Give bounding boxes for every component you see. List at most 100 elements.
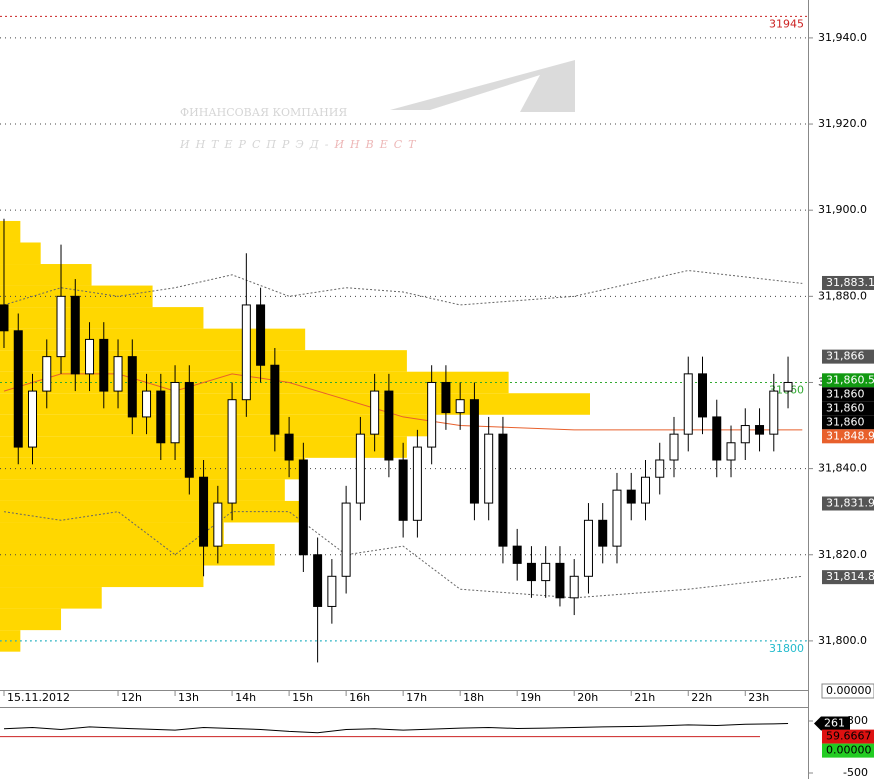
candle-body <box>70 295 80 375</box>
candle-body <box>655 459 665 478</box>
candle-body <box>498 433 508 547</box>
watermark-name-red: ИНВЕСТ <box>333 138 421 151</box>
indicator-line <box>3 269 803 306</box>
candle-body <box>13 330 23 448</box>
indicator-level-label: 59.6667 <box>826 730 872 743</box>
level-label: 31800 <box>769 642 804 655</box>
price-tag-label: 31,860 <box>826 415 865 428</box>
x-tick-label: 15.11.2012 <box>7 691 70 704</box>
x-tick-label: 16h <box>349 691 370 704</box>
volume-profile-bar <box>0 522 224 544</box>
candle-body <box>170 381 180 444</box>
candle-body <box>612 489 622 547</box>
candle-body <box>384 390 394 461</box>
indicator-last-label: 261 <box>824 717 845 730</box>
y-tick-label: 31,840.0 <box>818 462 867 475</box>
volume-profile-bar <box>0 587 102 609</box>
candle-body <box>769 390 779 435</box>
watermark: ФИНАНСОВАЯ КОМПАНИЯ ИНТЕРСПРЭД-ИНВЕСТ <box>179 60 575 151</box>
candle-body <box>427 381 437 448</box>
price-tag-label: 31,848.9 <box>826 429 874 442</box>
x-tick-label: 20h <box>577 691 598 704</box>
y-tick-label: 31,940.0 <box>818 31 867 44</box>
candle-body <box>455 399 465 414</box>
price-tag <box>822 275 874 290</box>
candle-body <box>85 338 95 375</box>
candle-body <box>99 338 109 392</box>
volume-tag-label: 0.00000 <box>826 684 872 697</box>
x-tick-label: 13h <box>178 691 199 704</box>
x-tick-label: 15h <box>292 691 313 704</box>
candle-body <box>298 459 308 556</box>
volume-profile-bar <box>0 414 428 437</box>
candle-body <box>512 545 522 564</box>
candle-body <box>412 446 422 521</box>
candle-body <box>341 502 351 577</box>
candle-body <box>398 459 408 521</box>
x-tick-label: 12h <box>121 691 142 704</box>
indicator-zero-label: 0.00000 <box>826 744 872 757</box>
indicator-tick-label: -500 <box>843 766 868 779</box>
x-tick-label: 19h <box>520 691 541 704</box>
candle-body <box>441 381 451 414</box>
candle-body <box>669 433 679 461</box>
volume-profile-bar <box>0 307 204 329</box>
candle-body <box>626 489 636 504</box>
price-tag <box>822 373 874 388</box>
x-tick-label: 14h <box>235 691 256 704</box>
candle-body <box>569 575 579 599</box>
volume-tag <box>821 683 874 699</box>
candle-body <box>541 562 551 582</box>
volume-profile-bar <box>0 543 275 566</box>
level-label: 31945 <box>769 17 804 30</box>
y-tick-label: 31,800.0 <box>818 634 867 647</box>
candle-body <box>284 433 294 461</box>
indicator-zero-tag <box>822 743 874 758</box>
candle-body <box>370 390 380 435</box>
volume-profile-bar <box>0 264 92 286</box>
candle-body <box>313 554 323 607</box>
candle-body <box>683 373 693 435</box>
price-tag-label: 31,866 <box>826 350 865 363</box>
indicator-line <box>3 373 803 431</box>
candle-body <box>355 433 365 504</box>
candle-body <box>156 390 166 444</box>
candle-body <box>270 364 280 435</box>
indicator-line <box>3 511 803 599</box>
candle-body <box>555 562 565 599</box>
candle-body <box>640 476 650 504</box>
candle-body <box>583 519 593 577</box>
price-tag <box>822 349 874 364</box>
candle-body <box>755 425 765 435</box>
candle-body <box>598 519 608 547</box>
price-tag-label: 31,860 <box>826 401 865 414</box>
price-tag-label: 31,860.5 <box>826 373 874 386</box>
x-tick-label: 17h <box>406 691 427 704</box>
candle-body <box>698 373 708 418</box>
candle-body <box>327 575 337 607</box>
x-tick-label: 18h <box>463 691 484 704</box>
volume-profile-bar <box>0 393 590 415</box>
volume-profile-bar <box>0 500 306 523</box>
volume-profile-bar <box>0 479 285 501</box>
candle-body <box>740 425 750 444</box>
volume-profile-bar <box>0 436 407 458</box>
candle-body <box>42 356 52 392</box>
candle-body <box>213 502 223 547</box>
candle-body <box>726 442 736 461</box>
watermark-name-gray: ИНТЕРСПРЭД- <box>179 138 334 151</box>
x-tick-label: 22h <box>691 691 712 704</box>
price-tag-label: 31,860 <box>826 387 865 400</box>
price-tag <box>822 401 874 416</box>
price-tag <box>822 570 874 585</box>
candle-body <box>199 476 209 547</box>
candle-body <box>113 356 123 392</box>
price-tag <box>822 496 874 511</box>
x-tick-label: 21h <box>634 691 655 704</box>
candle-body <box>127 356 137 418</box>
candle-body <box>484 433 494 504</box>
y-tick-label: 31,900.0 <box>818 203 867 216</box>
x-tick-label: 23h <box>748 691 769 704</box>
indicator-level-tag <box>822 729 874 744</box>
